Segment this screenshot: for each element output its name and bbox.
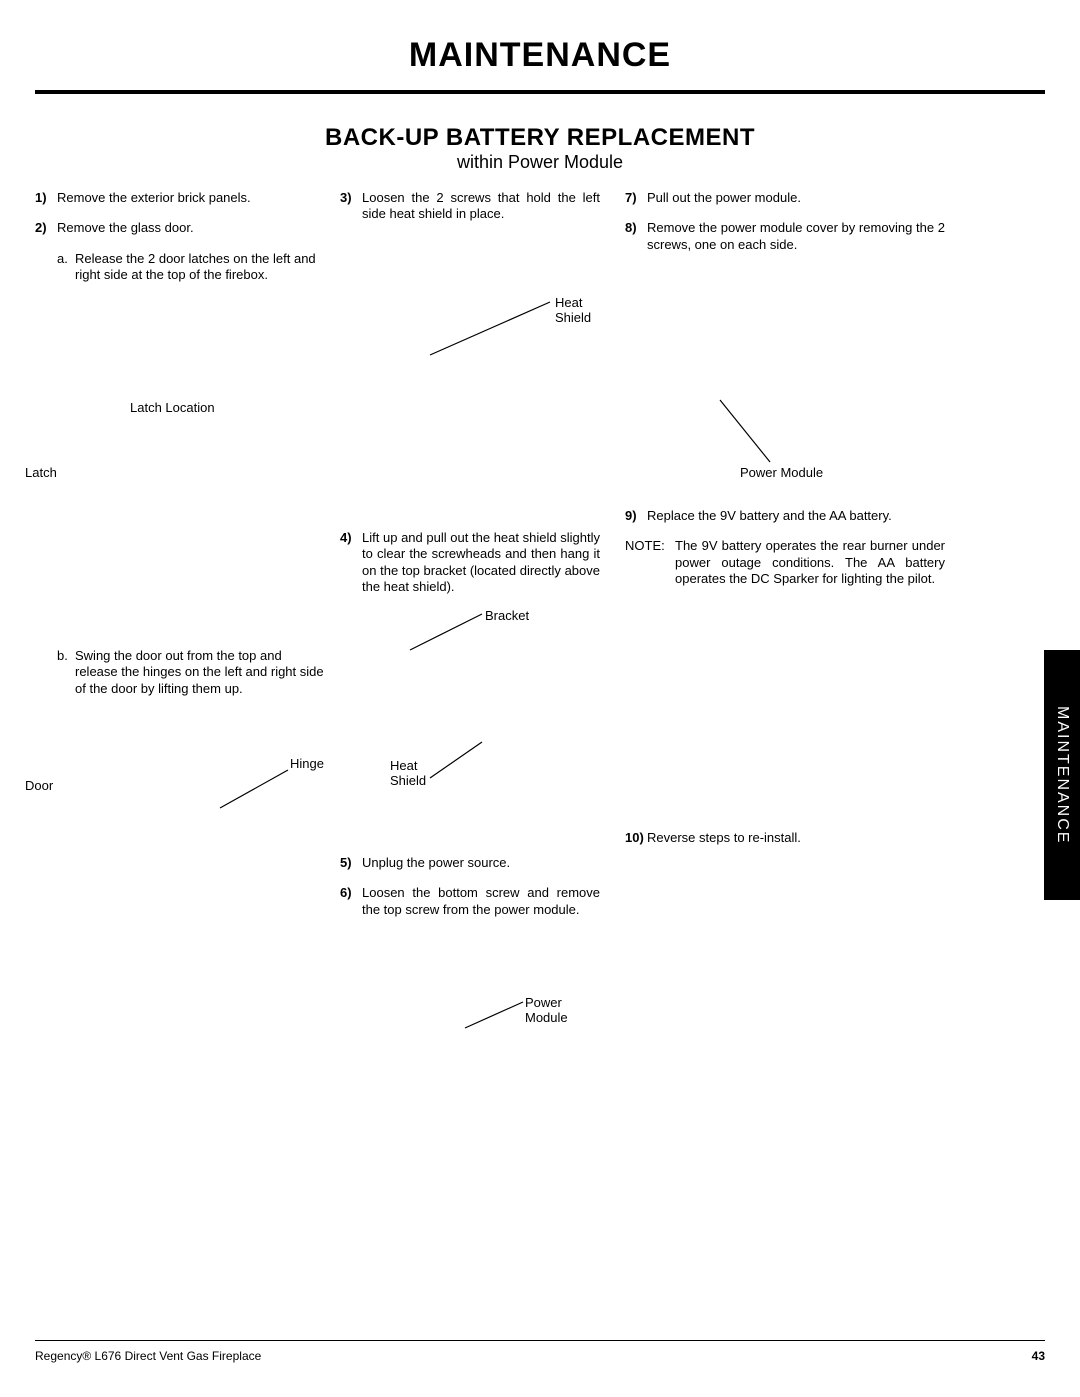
note-block: NOTE: The 9V battery operates the rear b… xyxy=(625,538,945,587)
step-num: 1) xyxy=(35,190,57,206)
substep-num: b. xyxy=(57,648,75,697)
callout-heat-shield-mid: Heat Shield xyxy=(390,758,426,788)
callout-hinge: Hinge xyxy=(290,756,324,771)
step-1: 1) Remove the exterior brick panels. xyxy=(35,190,325,206)
column-1b: b. Swing the door out from the top and r… xyxy=(35,640,325,697)
step-text: Remove the power module cover by removin… xyxy=(647,220,945,253)
page: MAINTENANCE BACK-UP BATTERY REPLACEMENT … xyxy=(0,0,1080,1397)
callout-latch-location: Latch Location xyxy=(130,400,215,415)
column-2b: 4) Lift up and pull out the heat shield … xyxy=(340,530,600,609)
callout-bracket: Bracket xyxy=(485,608,529,623)
step-text: Replace the 9V battery and the AA batter… xyxy=(647,508,945,524)
leader-power-module-mid xyxy=(465,1000,525,1030)
column-3c: 10) Reverse steps to re-install. xyxy=(625,830,945,860)
step-num: 6) xyxy=(340,885,362,918)
substep-2a: a. Release the 2 door latches on the lef… xyxy=(57,251,325,284)
step-text: Remove the exterior brick panels. xyxy=(57,190,325,206)
step-text: Loosen the 2 screws that hold the left s… xyxy=(362,190,600,223)
column-1: 1) Remove the exterior brick panels. 2) … xyxy=(35,190,325,283)
step-num: 4) xyxy=(340,530,362,595)
footer-page-number: 43 xyxy=(1032,1349,1045,1363)
rule-top xyxy=(35,90,1045,94)
leader-heat-shield-mid xyxy=(430,740,485,780)
step-7: 7) Pull out the power module. xyxy=(625,190,945,206)
column-3: 7) Pull out the power module. 8) Remove … xyxy=(625,190,945,267)
substep-text: Release the 2 door latches on the left a… xyxy=(75,251,325,284)
page-header-title: MAINTENANCE xyxy=(0,36,1080,75)
callout-power-module-mid: Power Module xyxy=(525,995,568,1025)
step-9: 9) Replace the 9V battery and the AA bat… xyxy=(625,508,945,524)
leader-hinge xyxy=(220,770,290,810)
step-3: 3) Loosen the 2 screws that hold the lef… xyxy=(340,190,600,223)
footer-product: Regency® L676 Direct Vent Gas Fireplace xyxy=(35,1349,261,1363)
step-5: 5) Unplug the power source. xyxy=(340,855,600,871)
step-text: Lift up and pull out the heat shield sli… xyxy=(362,530,600,595)
leader-bracket xyxy=(410,612,485,652)
side-tab: MAINTENANCE xyxy=(1044,650,1080,900)
step-10: 10) Reverse steps to re-install. xyxy=(625,830,945,846)
callout-power-module-right: Power Module xyxy=(740,465,823,480)
callout-heat-shield-top: Heat Shield xyxy=(555,295,591,325)
callout-door: Door xyxy=(25,778,53,793)
section-subtitle: within Power Module xyxy=(0,152,1080,173)
substep-2b: b. Swing the door out from the top and r… xyxy=(57,648,325,697)
note-label: NOTE: xyxy=(625,538,675,587)
step-text: Remove the glass door. xyxy=(57,220,325,236)
leader-power-module-right xyxy=(720,400,775,465)
note-text: The 9V battery operates the rear burner … xyxy=(675,538,945,587)
step-6: 6) Loosen the bottom screw and remove th… xyxy=(340,885,600,918)
step-text: Loosen the bottom screw and remove the t… xyxy=(362,885,600,918)
section-title: BACK-UP BATTERY REPLACEMENT xyxy=(0,124,1080,152)
step-num: 5) xyxy=(340,855,362,871)
step-num: 9) xyxy=(625,508,647,524)
step-text: Reverse steps to re-install. xyxy=(647,830,945,846)
step-num: 8) xyxy=(625,220,647,253)
step-num: 10) xyxy=(625,830,647,846)
leader-heat-shield-top xyxy=(430,300,560,360)
step-text: Pull out the power module. xyxy=(647,190,945,206)
callout-latch: Latch xyxy=(25,465,57,480)
column-2c: 5) Unplug the power source. 6) Loosen th… xyxy=(340,855,600,932)
column-2: 3) Loosen the 2 screws that hold the lef… xyxy=(340,190,600,237)
step-4: 4) Lift up and pull out the heat shield … xyxy=(340,530,600,595)
substep-num: a. xyxy=(57,251,75,284)
column-3b: 9) Replace the 9V battery and the AA bat… xyxy=(625,508,945,587)
rule-bottom xyxy=(35,1340,1045,1341)
step-text: Unplug the power source. xyxy=(362,855,600,871)
step-8: 8) Remove the power module cover by remo… xyxy=(625,220,945,253)
step-num: 3) xyxy=(340,190,362,223)
step-num: 2) xyxy=(35,220,57,236)
substep-text: Swing the door out from the top and rele… xyxy=(75,648,325,697)
step-2: 2) Remove the glass door. xyxy=(35,220,325,236)
step-num: 7) xyxy=(625,190,647,206)
